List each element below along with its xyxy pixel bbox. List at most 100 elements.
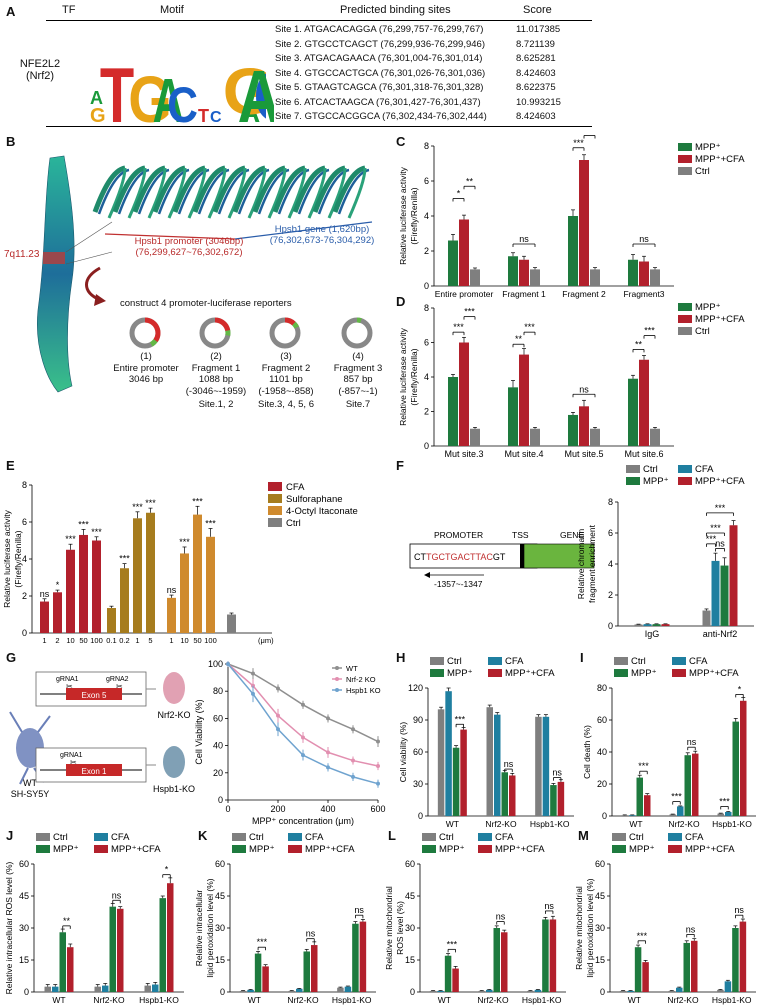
helix-back [127,167,147,219]
y-tick-label: 4 [424,372,429,382]
x-tick-label: Fragment 1 [502,289,546,299]
x-tick-label: 2 [55,636,59,645]
bar [568,216,578,286]
logo-letter-c: C [167,77,198,126]
panel-label-i: I [580,650,584,665]
bar [717,989,724,992]
legend-label: Sulforaphane [286,494,343,505]
x-tick-label: Nrf2-KO [667,995,699,1005]
construct-label: (2) Fragment 1 1088 bp (-3046~-1959) Site.1,… [180,351,252,411]
y-tick-label: 4 [22,554,27,564]
helix-strand [172,165,206,213]
bar [459,342,469,446]
bar [509,775,516,816]
helix-strand [292,165,326,213]
hspb1-ko-cell [163,746,185,778]
y-axis-label: ROS level (%) [395,901,405,955]
legend-swatch [678,167,692,175]
bar [639,359,649,446]
bar [702,610,711,626]
y-tick-label: 80 [213,686,223,696]
construct-line: (4) [352,351,364,362]
x-tick-label: IgG [645,629,660,639]
data-point [301,753,305,758]
data-point [251,671,255,676]
x-tick-label: 600 [370,804,385,814]
sig-label: ns [40,589,50,599]
legend-label: MPP⁺+CFA [695,154,745,165]
legend-swatch [668,833,682,841]
x-tick-label: Nrf2-KO [668,819,700,829]
y-tick-label: 0 [410,987,415,997]
x-tick-label: 100 [90,636,103,645]
sig-label: *** [584,134,595,136]
scissors-icon: ✂ [66,682,73,691]
y-tick-label: 8 [424,141,429,151]
y-tick-label: 6 [424,176,429,186]
bar [478,990,485,992]
sig-label: ns [579,384,589,394]
helix-strand [232,165,266,213]
helix-strand [332,165,366,213]
helix-back [287,167,307,219]
data-point [301,702,305,707]
x-tick-label: Hspb1-KO [522,995,562,1005]
sig-label: *** [91,527,102,537]
legend-swatch [612,845,626,853]
legend-label: CFA [495,832,514,843]
legend-swatch [288,845,302,853]
seq-range: -1357~-1347 [434,579,483,589]
x-tick-label: Mut site.3 [444,449,483,459]
bar [66,549,75,633]
sequence-text: CTTGCTGACTTACGT [414,552,506,562]
helix-strand [312,165,346,213]
sig-label: ns [552,768,562,778]
x-tick-label: 10 [66,636,74,645]
chart-d: 0 2 4 6 8 Relative luciferase activity (Firefl… [398,302,745,459]
bar [437,990,444,992]
y-tick-label: 40 [597,747,607,757]
site-score: 8.721139 [516,38,555,50]
y-tick-label: 6 [608,528,613,538]
chromosome-shape [37,155,75,393]
legend-swatch [268,518,282,527]
x-tick-label: Entire promoter [435,289,494,299]
data-point [276,686,280,691]
helix-strand [92,165,126,213]
bar [732,928,739,992]
tss-marker [520,544,524,568]
gene-range: (76,302,673-76,304,292) [269,235,375,246]
bar [519,259,529,286]
bar [167,883,174,992]
bar [303,951,310,992]
cell-line-label: SH-SY5Y [11,789,50,799]
y-axis-label: Cell Viability (%) [194,699,204,764]
y-tick-label: 0 [418,811,423,821]
legend-label: MPP⁺ [629,844,655,855]
construct-line: (2) [210,351,222,362]
y-tick-label: 60 [215,859,225,869]
construct-label: (1) Entire promoter 3046 bp [110,351,182,386]
construct-title: construct 4 promoter-luciferase reporter… [120,298,292,309]
y-tick-label: 45 [215,891,225,901]
y-tick-label: 80 [597,683,607,693]
x-tick-label: WT [248,995,261,1005]
seq-prefix: CT [414,552,426,562]
y-tick-label: 15 [595,955,605,965]
table-bottom-rule [46,126,592,127]
sig-label: ns [112,890,122,900]
logo-letter-g: G [128,63,172,126]
legend-label: 4-Octyl Itaconate [286,506,358,517]
seq-red: TGCTGACTTAC [426,552,493,562]
site-range: (76,301,004-76,301,014) [377,53,483,64]
site-score: 10.993215 [516,96,561,108]
bar [634,624,643,626]
site-seq: GTGCCTCAGCT [304,38,381,50]
bar [344,986,352,992]
construct-line: (-857~-1) [338,385,378,397]
bar [452,747,460,816]
y-axis-label: Relative mitochondrial [384,886,394,970]
bar [619,990,627,992]
exon1 [66,764,122,776]
promoter-line [104,233,236,240]
